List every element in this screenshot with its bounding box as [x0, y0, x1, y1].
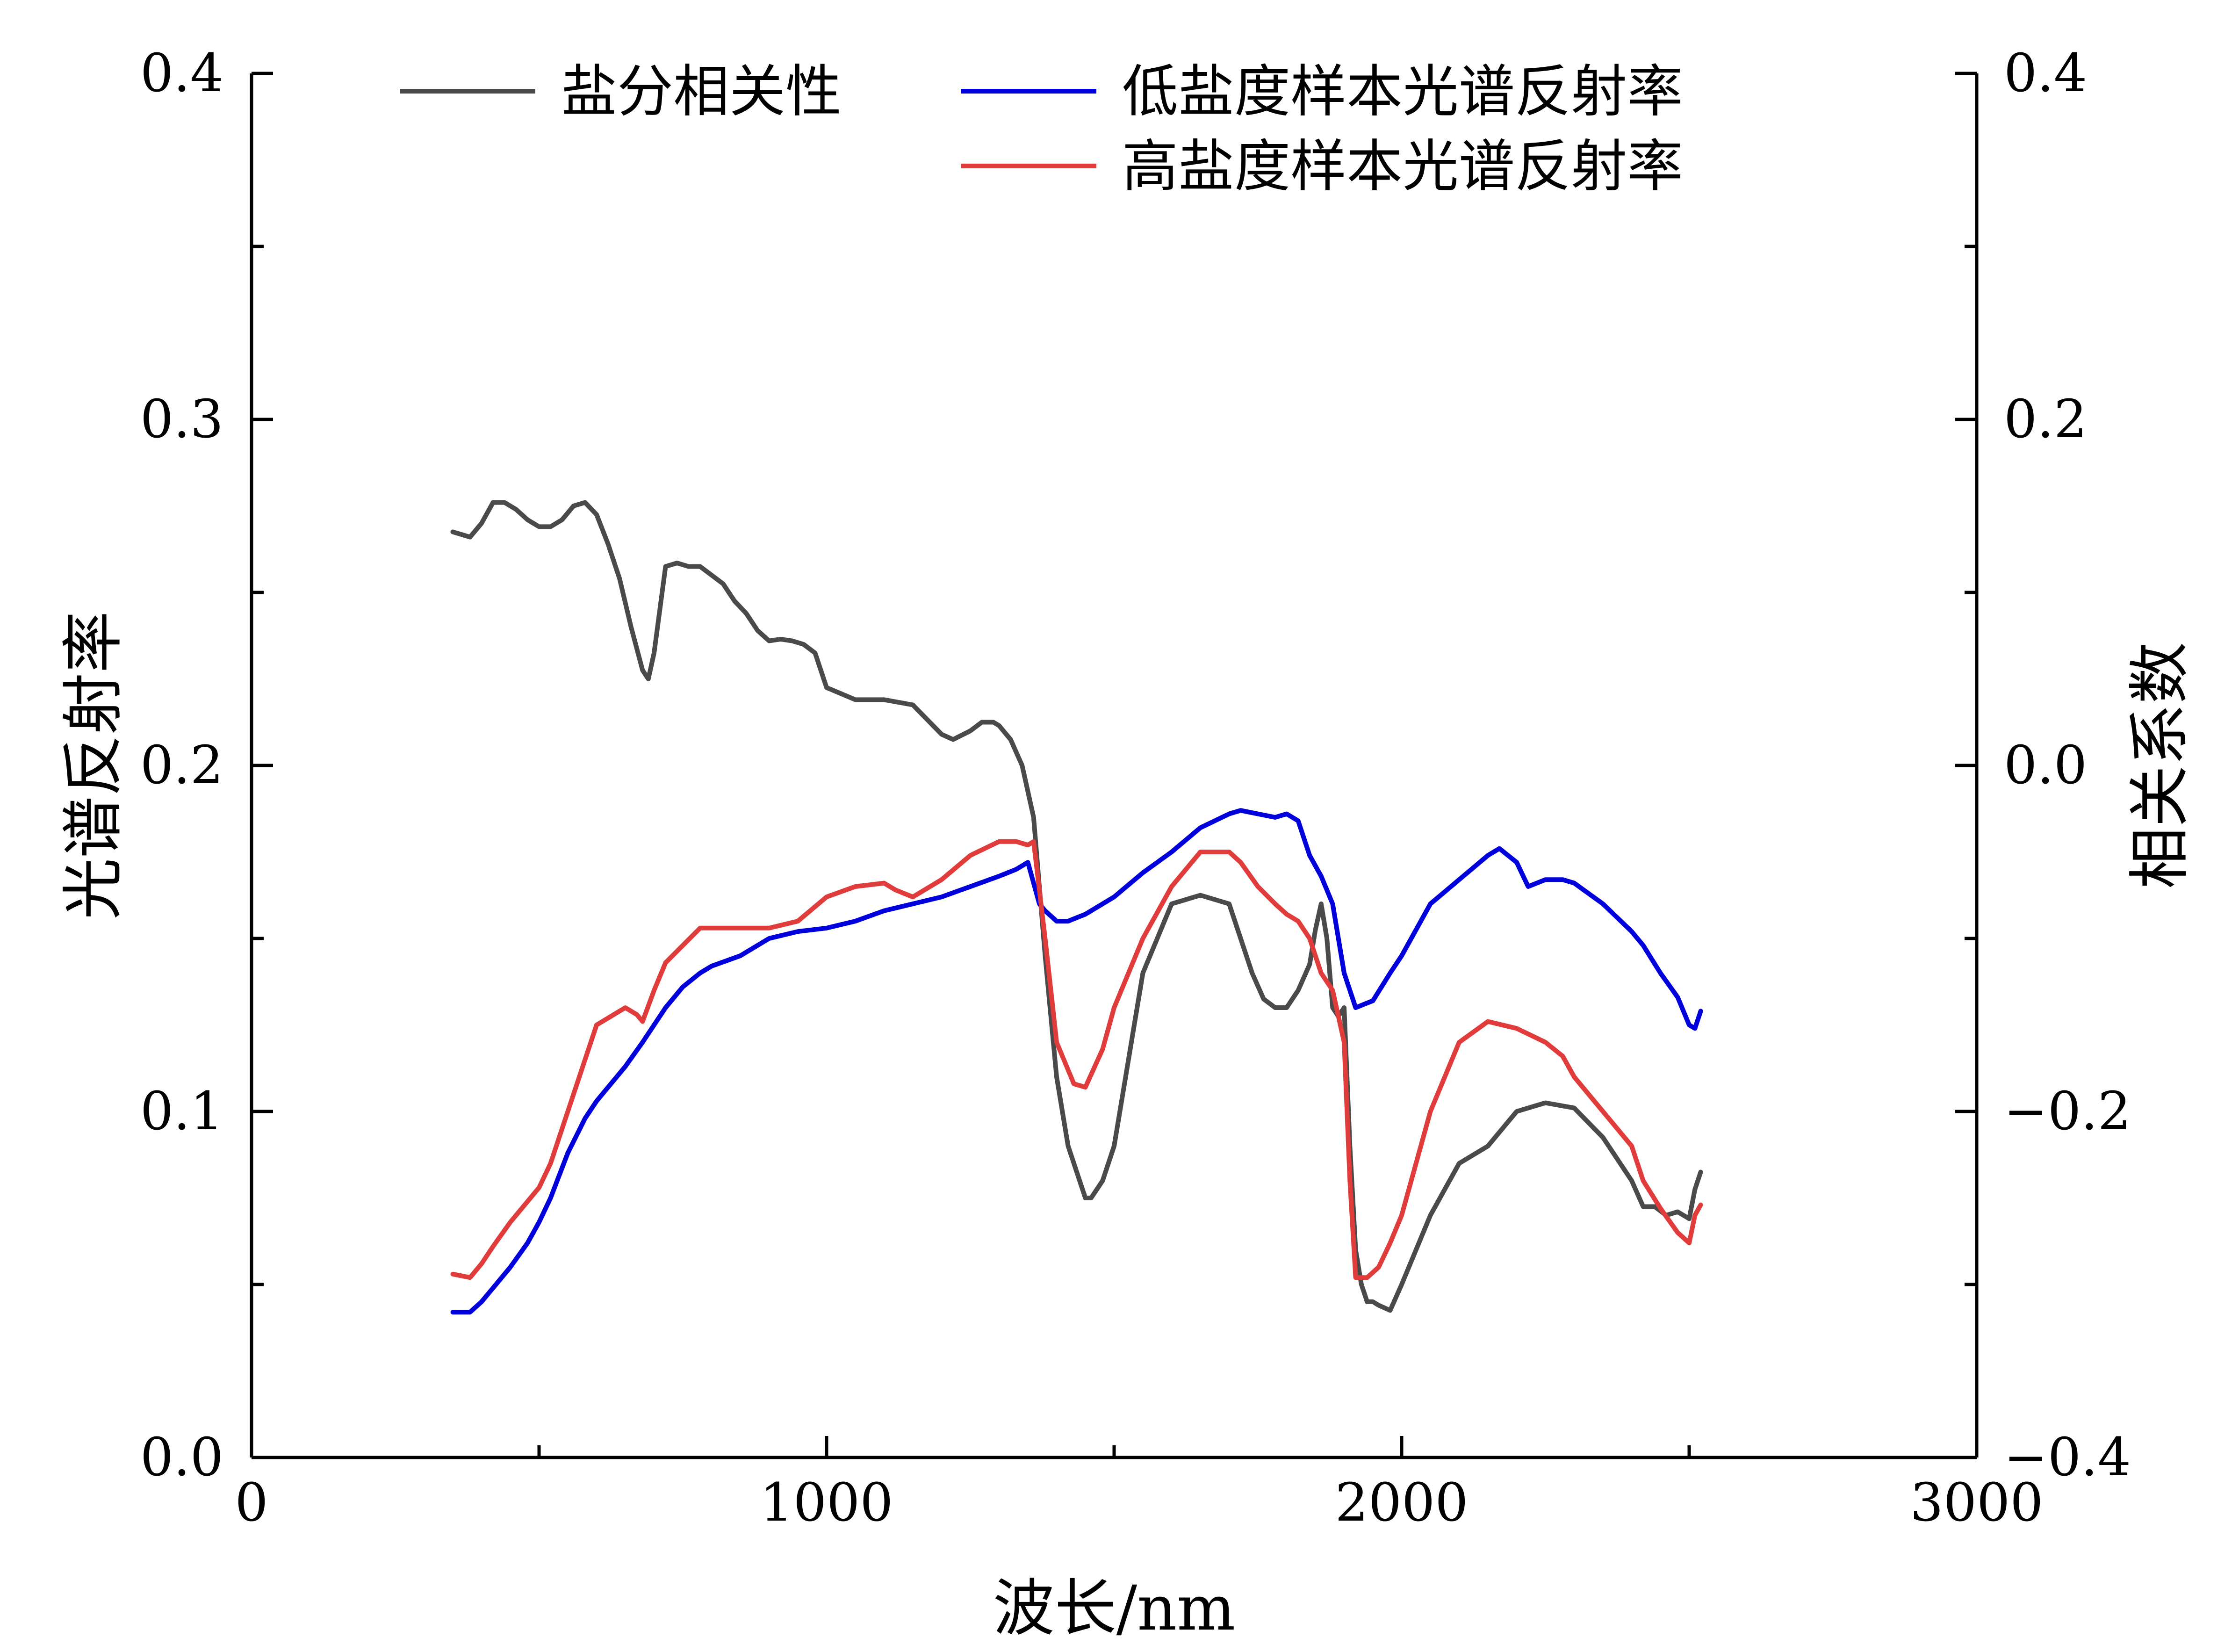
left-y-tick-label: 0.1: [140, 1081, 223, 1142]
axis-titles: 波长/nm 光谱反射率 相关系数: [58, 611, 2196, 1645]
left-y-tick-label: 0.0: [140, 1427, 223, 1488]
right-y-tick-label: 0.0: [2004, 735, 2087, 796]
x-axis-title: 波长/nm: [993, 1573, 1236, 1645]
left-y-tick-label: 0.2: [140, 735, 223, 796]
legend-label: 高盐度样本光谱反射率: [1122, 134, 1683, 199]
left-y-axis-title: 光谱反射率: [58, 611, 130, 920]
right-y-tick-label: −0.4: [2004, 1427, 2131, 1488]
series-layer: [450, 500, 1703, 1315]
x-tick-label: 1000: [760, 1472, 893, 1533]
series-line: [450, 808, 1703, 1315]
axes: 0 1000 2000 3000 0.0 0.1 0.2 0.3 0.4 −0.4 −0.2 0.0 0…: [140, 43, 2131, 1533]
legend-label: 低盐度样本光谱反射率: [1122, 59, 1683, 124]
legend-label: 盐分相关性: [561, 59, 842, 124]
x-tick-label: 3000: [1910, 1472, 2043, 1533]
right-y-tick-label: 0.2: [2004, 389, 2087, 450]
x-tick-label: 0: [235, 1472, 268, 1533]
left-y-tick-label: 0.4: [140, 43, 223, 104]
series-line: [450, 839, 1703, 1280]
left-y-tick-label: 0.3: [140, 389, 223, 450]
right-y-tick-label: 0.4: [2004, 43, 2087, 104]
series-line: [450, 500, 1703, 1313]
right-y-axis-title: 相关系数: [2124, 642, 2196, 889]
right-y-tick-label: −0.2: [2004, 1081, 2131, 1142]
x-tick-label: 2000: [1335, 1472, 1468, 1533]
